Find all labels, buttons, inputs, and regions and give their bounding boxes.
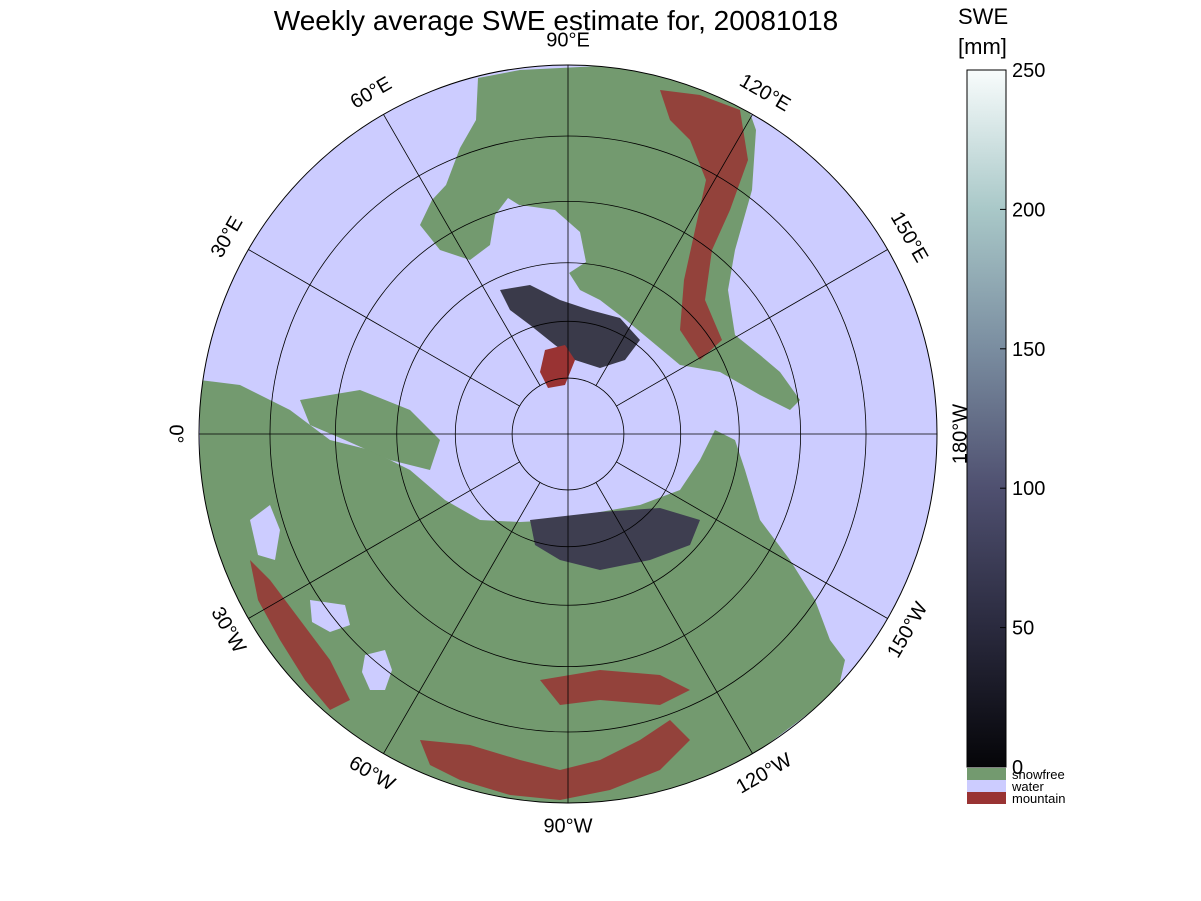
scandinavia xyxy=(300,390,440,470)
category-label: snowfree xyxy=(1012,767,1065,782)
longitude-label: 90°W xyxy=(543,815,592,837)
land-layer xyxy=(200,66,845,803)
central-asia-mountains xyxy=(540,670,690,705)
meridian-line xyxy=(616,249,888,407)
polar-map: 90°W 60°W 30°W 0° 30°E 60°E 90°E 120°E 150°E 180°… xyxy=(165,29,972,837)
black-sea xyxy=(310,600,350,632)
meridian-line xyxy=(248,249,520,407)
colorbar-tick-label: 50 xyxy=(1012,618,1034,640)
longitude-label: 0° xyxy=(165,424,187,443)
colorbar-tick-label: 200 xyxy=(1012,199,1045,221)
colorbar-tick-label: 100 xyxy=(1012,478,1045,500)
longitude-label: 180°W xyxy=(949,404,971,464)
meridian-line xyxy=(383,482,541,754)
graticule xyxy=(199,65,937,803)
rockies-mountains xyxy=(660,90,748,360)
category-swatch xyxy=(967,780,1006,792)
colorbar-label-swe: SWE xyxy=(958,4,1008,29)
colorbar-tick-label: 250 xyxy=(1012,60,1045,82)
category-swatch xyxy=(967,768,1006,780)
alps-mountains xyxy=(250,560,350,710)
longitude-label: 150°E xyxy=(886,208,932,266)
colorbar-gradient xyxy=(966,69,1007,768)
category-label: water xyxy=(1011,779,1044,794)
map-title: Weekly average SWE estimate for, 2008101… xyxy=(274,5,838,36)
category-label: mountain xyxy=(1012,791,1065,806)
meridian-line xyxy=(595,482,753,754)
himalaya-mountains xyxy=(420,720,690,800)
map-boundary xyxy=(198,64,938,804)
meridian-line xyxy=(616,461,888,619)
arctic-mountain-patch xyxy=(540,345,575,388)
colorbar-ticks: 0 50 100 150 200 250 xyxy=(1000,60,1045,779)
siberian-snow xyxy=(530,508,700,570)
meridian-line xyxy=(248,461,520,619)
greenland xyxy=(430,285,525,390)
caspian-sea xyxy=(362,650,392,690)
category-swatch xyxy=(967,792,1006,804)
longitude-label: 30°W xyxy=(206,603,250,657)
meridian-line xyxy=(383,114,541,386)
colorbar-tick-label: 0 xyxy=(1012,757,1023,779)
longitude-label: 120°E xyxy=(736,70,794,116)
hudson-bay xyxy=(520,205,586,275)
eurasia-landmass xyxy=(200,380,845,803)
colorbar: SWE [mm] 0 50 100 150 200 250 snowfreewatermo… xyxy=(958,4,1065,806)
longitude-label: 30°E xyxy=(207,213,248,262)
baltic-sea xyxy=(250,505,280,560)
arctic-archipelago xyxy=(500,285,640,368)
colorbar-label-unit: [mm] xyxy=(958,34,1007,59)
longitude-label: 90°E xyxy=(546,29,590,51)
longitude-label: 60°W xyxy=(345,752,399,796)
longitude-label: 60°E xyxy=(347,73,396,114)
colorbar-tick-label: 150 xyxy=(1012,339,1045,361)
meridian-line xyxy=(595,114,753,386)
